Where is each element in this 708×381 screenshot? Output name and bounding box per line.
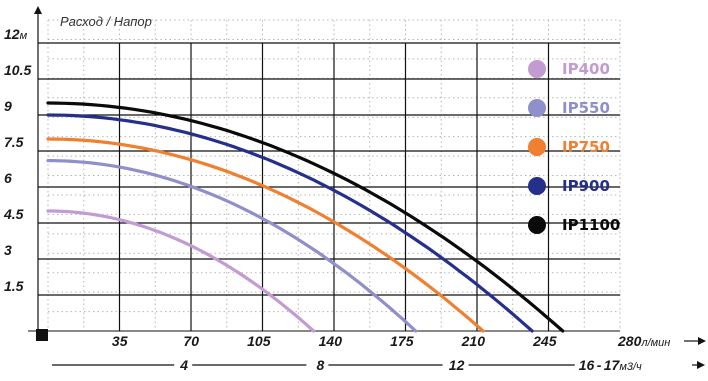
legend-label-ip750: IP750 [562, 138, 610, 156]
y-tick-label: 6 [4, 170, 12, 186]
legend-label-ip1100: IP1100 [562, 216, 620, 234]
legend-marker-ip900 [528, 177, 546, 195]
curve-ip750 [46, 137, 485, 333]
y-tick-label: 4.5 [3, 206, 24, 222]
legend-label-ip400: IP400 [562, 60, 610, 78]
x-tick-label: 35 [112, 333, 128, 349]
x-tick-label: 105 [247, 333, 271, 349]
y-unit-label: м [20, 30, 28, 42]
curve-ip550 [46, 159, 418, 333]
grid [38, 19, 621, 332]
x-tick-label: 140 [319, 333, 343, 349]
x-tick-label: 280л/мин [617, 333, 670, 349]
x-tick-label: 175 [390, 333, 414, 349]
y-axis-arrow [34, 6, 42, 14]
curve-ip1100 [46, 101, 565, 333]
legend-marker-ip550 [528, 99, 546, 117]
x2-unit-label: м3/ч [619, 361, 642, 373]
legend: IP400 IP550 IP750 IP900 IP1100 [528, 60, 620, 234]
y-tick-label: 3 [4, 242, 12, 258]
axes [28, 6, 706, 369]
y-tick-label: 12м [4, 26, 28, 42]
x2-tick-label: 17м3/ч [604, 357, 642, 373]
x2-tick-label: 16 [579, 357, 595, 373]
x2-tick-label: 4 [179, 357, 188, 373]
x-unit-arrow-head [698, 337, 706, 345]
legend-marker-ip750 [528, 138, 546, 156]
x2-range-dash: - [597, 357, 602, 373]
legend-label-ip550: IP550 [562, 99, 610, 117]
origin-square [36, 329, 48, 341]
y-tick-label: 10.5 [4, 62, 31, 78]
y-tick-label: 1.5 [4, 278, 24, 294]
curves [46, 101, 565, 333]
y-axis-title: Расход / Напор [60, 14, 152, 29]
x-tick-label: 210 [461, 333, 486, 349]
y-tick-label: 9 [4, 98, 12, 114]
curve-ip900 [46, 113, 534, 333]
x2-tick-label: 8 [316, 357, 324, 373]
x2-tick-label: 12 [449, 357, 465, 373]
x2-unit-arrow-head [697, 361, 705, 369]
legend-label-ip900: IP900 [562, 177, 610, 195]
x-tick-label: 245 [532, 333, 557, 349]
legend-marker-ip400 [528, 60, 546, 78]
x-unit-label: л/мин [640, 337, 670, 349]
x-tick-label: 70 [183, 333, 199, 349]
legend-marker-ip1100 [528, 216, 546, 234]
curve-ip400 [46, 209, 316, 333]
y-tick-label: 7.5 [4, 134, 24, 150]
